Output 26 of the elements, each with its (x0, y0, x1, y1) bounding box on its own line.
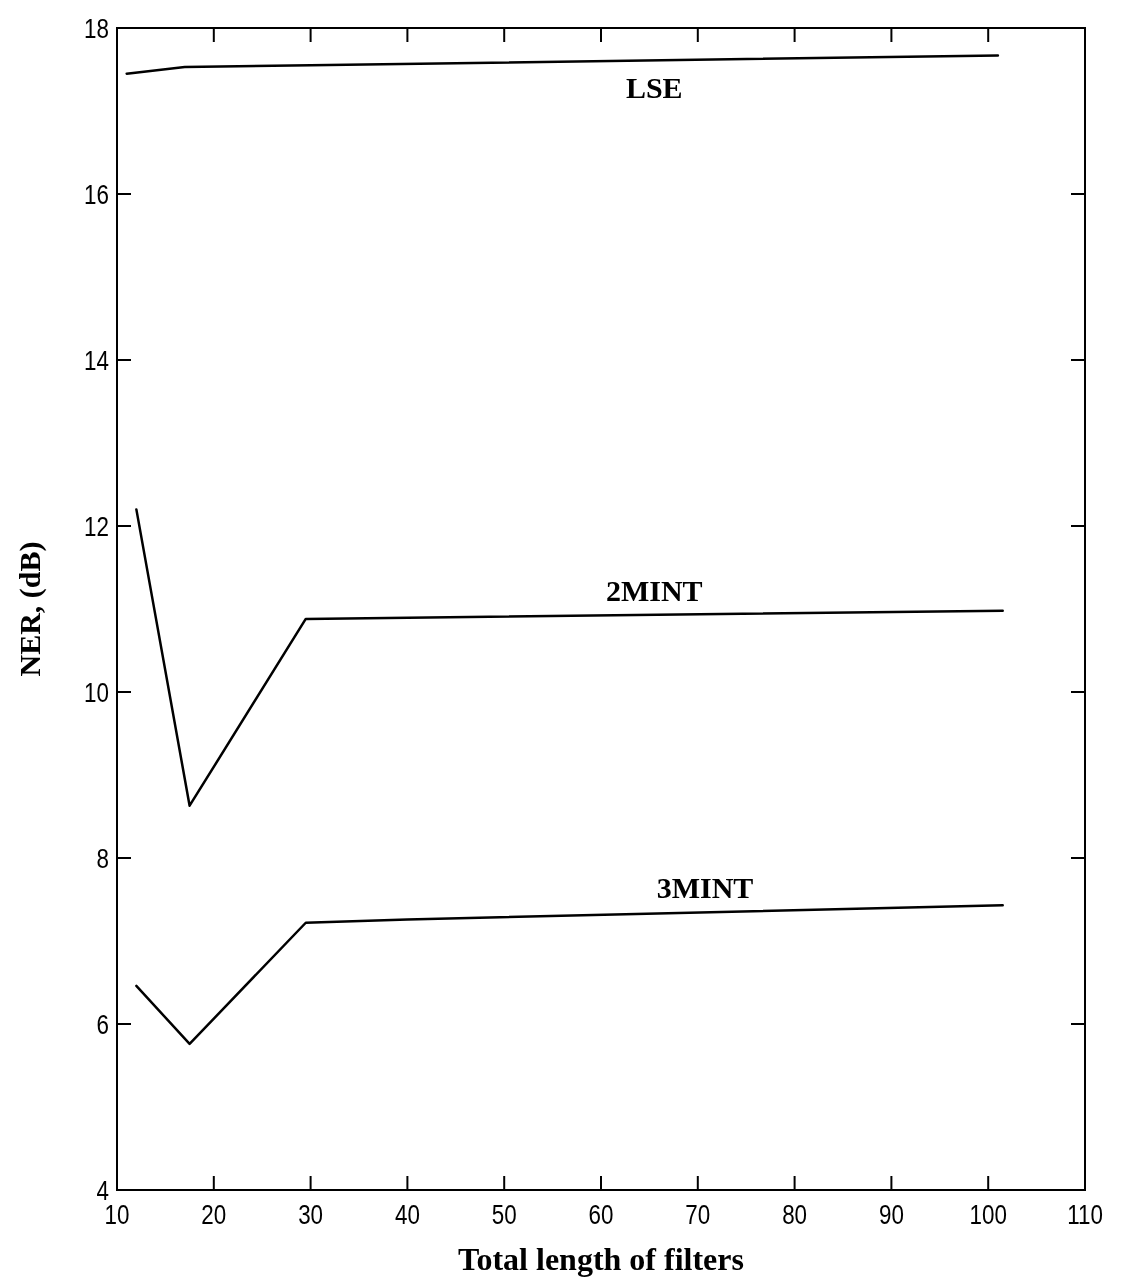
series-label: 3MINT (656, 871, 754, 905)
y-tick-label: 8 (96, 842, 109, 874)
x-tick-label: 20 (201, 1198, 227, 1230)
y-tick-label: 10 (84, 676, 109, 708)
series-label: 2MINT (605, 573, 703, 607)
y-axis-title: NER, (dB) (13, 541, 47, 677)
line-series (125, 54, 1000, 75)
x-tick-label: 50 (491, 1198, 517, 1230)
x-tick-label: 100 (969, 1198, 1007, 1230)
x-tick-label: 70 (685, 1198, 711, 1230)
y-tick-label: 14 (84, 344, 109, 376)
x-axis-title: Total length of filters (458, 1241, 744, 1277)
y-tick-label: 12 (84, 510, 109, 542)
y-tick-label: 18 (84, 12, 109, 44)
x-tick-label: 30 (298, 1198, 324, 1230)
line-series (135, 904, 1004, 1046)
y-tick-label: 4 (96, 1174, 109, 1206)
x-tick-label: 60 (588, 1198, 614, 1230)
legend-label: LSE (625, 71, 683, 105)
x-tick-label: 40 (394, 1198, 420, 1230)
x-tick-label: 110 (1067, 1198, 1103, 1230)
y-tick-label: 16 (84, 178, 109, 210)
line-series (135, 508, 1004, 807)
x-tick-label: 90 (878, 1198, 904, 1230)
x-tick-label: 80 (782, 1198, 808, 1230)
y-tick-label: 6 (96, 1008, 109, 1040)
